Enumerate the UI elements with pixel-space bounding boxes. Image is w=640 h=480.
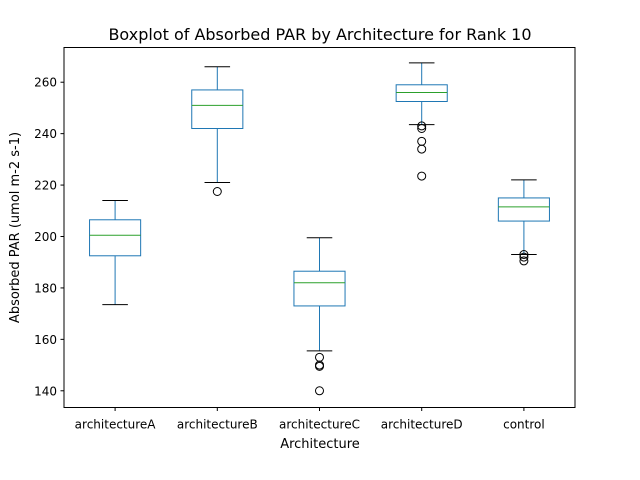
y-axis-label: Absorbed PAR (umol m-2 s-1): [8, 132, 23, 323]
iqr-box: [497, 197, 550, 222]
y-tick-label: 240: [34, 127, 57, 141]
outlier-point: [417, 124, 427, 133]
iqr-box: [191, 89, 244, 130]
y-tick-label: 260: [34, 76, 57, 90]
box-architectureB: [191, 66, 244, 196]
outlier-point: [315, 386, 324, 396]
y-tick-label: 140: [34, 384, 57, 398]
x-tick-label: control: [503, 418, 545, 432]
x-tick-label: architectureC: [279, 418, 360, 432]
outlier-point: [519, 256, 529, 266]
outlier-point: [519, 250, 529, 259]
box-control: [497, 179, 550, 266]
outlier-point: [417, 136, 427, 146]
outlier-point: [212, 187, 222, 196]
outlier-point: [315, 352, 324, 362]
outlier-point: [417, 121, 427, 131]
outlier-point: [417, 144, 427, 154]
x-tick-label: architectureB: [177, 418, 258, 432]
y-tick-label: 180: [34, 281, 57, 295]
iqr-box: [293, 270, 346, 307]
box-architectureC: [293, 237, 346, 396]
box-group: [89, 62, 550, 396]
y-tick-label: 220: [34, 179, 57, 193]
x-axis-label: Architecture: [280, 437, 360, 452]
box-architectureD: [395, 62, 448, 181]
iqr-box: [395, 84, 448, 102]
x-tick-label: architectureA: [75, 418, 157, 432]
outlier-point: [519, 252, 529, 262]
outlier-point: [417, 171, 427, 181]
y-axis: 140 160 180 200 220 240 260: [34, 76, 64, 398]
y-tick-label: 200: [34, 230, 57, 244]
iqr-box: [89, 219, 142, 257]
box-architectureA: [89, 200, 142, 306]
y-tick-label: 160: [34, 333, 57, 347]
outlier-point: [315, 361, 324, 371]
chart-title: Boxplot of Absorbed PAR by Architecture …: [108, 25, 531, 44]
x-axis: architectureA architectureB architectureC a…: [75, 407, 545, 432]
x-tick-label: architectureD: [381, 418, 463, 432]
